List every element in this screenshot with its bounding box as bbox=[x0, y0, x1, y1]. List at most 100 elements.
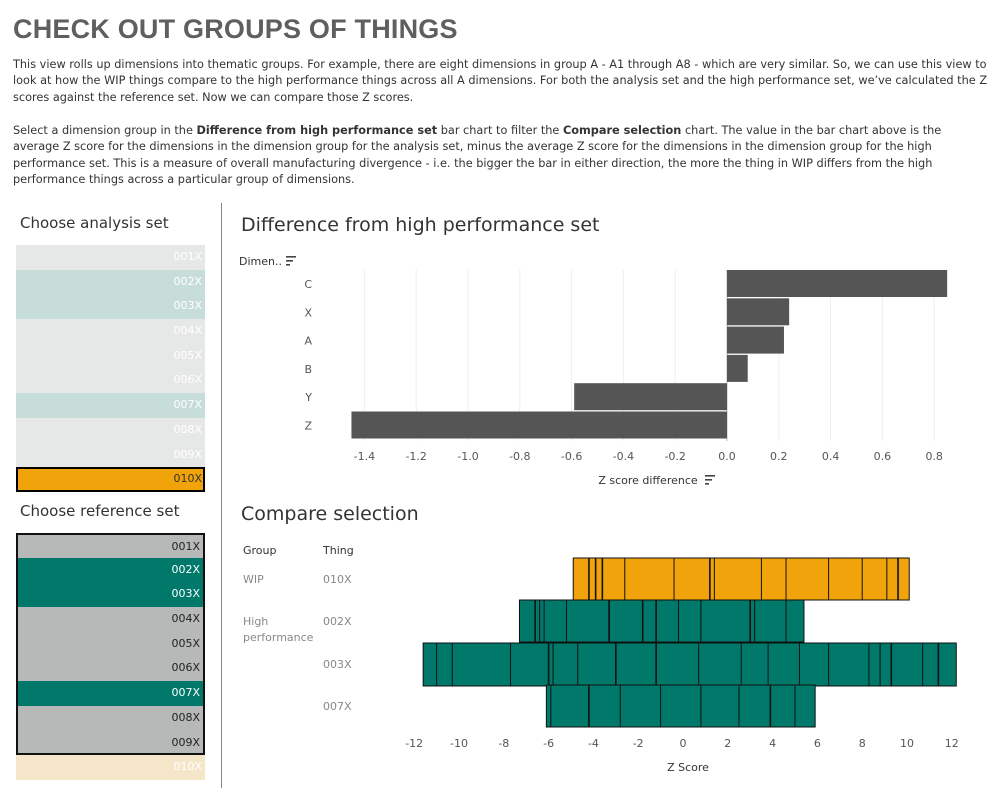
x-tick-label: 10 bbox=[900, 737, 914, 750]
thing-label: 002X bbox=[323, 615, 352, 628]
intro-paragraph-1: This view rolls up dimensions into thema… bbox=[13, 58, 988, 104]
x-tick-label: -2 bbox=[633, 737, 644, 750]
thing-column-header: Thing bbox=[322, 544, 354, 557]
category-label: A bbox=[304, 335, 312, 348]
bar-x[interactable] bbox=[727, 298, 790, 326]
x-tick-label: -10 bbox=[450, 737, 468, 750]
bar-segment[interactable] bbox=[572, 557, 910, 601]
bar-c[interactable] bbox=[727, 270, 948, 297]
group-label: performance bbox=[243, 631, 314, 644]
reference-set-item-label: 009X bbox=[171, 735, 200, 749]
analysis-set-item-label: 004X bbox=[173, 324, 202, 338]
reference-set-item-008x[interactable]: 008X bbox=[16, 705, 205, 731]
bar-row-010x[interactable] bbox=[572, 557, 910, 601]
x-tick-label: -0.4 bbox=[613, 450, 634, 463]
x-tick-label: 8 bbox=[859, 737, 866, 750]
difference-bar-chart[interactable]: Dimen.. C X A B Y Z -1.4 -1.2 -1.0 -0.8 -0.6 -0.4 -… bbox=[230, 245, 990, 495]
bar-row-007x[interactable] bbox=[545, 684, 816, 728]
category-label: Y bbox=[304, 391, 312, 404]
bar-segment[interactable] bbox=[518, 599, 805, 643]
analysis-set-item-004x[interactable]: 004X bbox=[16, 319, 205, 344]
bar-y[interactable] bbox=[574, 383, 727, 411]
analysis-set-item-label: 005X bbox=[173, 348, 202, 362]
reference-set-item-label: 001X bbox=[171, 540, 200, 553]
page-title: CHECK OUT GROUPS OF THINGS bbox=[13, 14, 458, 44]
x-tick-label: 4 bbox=[769, 737, 776, 750]
intro-text: bar chart to filter the bbox=[437, 124, 563, 137]
intro-text: chart. The value in the bar chart above … bbox=[13, 124, 942, 187]
bar-a[interactable] bbox=[727, 326, 784, 354]
category-label: Z bbox=[304, 420, 312, 433]
x-tick-label: -0.6 bbox=[561, 450, 582, 463]
compare-chart-title: Compare selection bbox=[241, 503, 419, 525]
reference-set-item-label: 003X bbox=[171, 587, 200, 601]
category-label: C bbox=[304, 278, 312, 291]
intro-bold-compare: Compare selection bbox=[562, 124, 682, 137]
group-column-header: Group bbox=[243, 544, 277, 557]
x-tick-label: -1.4 bbox=[354, 450, 375, 463]
reference-set-item-001x[interactable]: 001X bbox=[16, 533, 205, 558]
reference-set-item-004x[interactable]: 004X bbox=[16, 607, 205, 632]
difference-chart-title: Difference from high performance set bbox=[241, 214, 600, 236]
x-tick-label: 0.4 bbox=[822, 450, 840, 463]
bar-z[interactable] bbox=[351, 411, 727, 439]
analysis-set-item-label: 008X bbox=[173, 422, 202, 436]
analysis-set-item-001x[interactable]: 001X bbox=[16, 245, 205, 270]
x-tick-label: 2 bbox=[724, 737, 731, 750]
reference-set-item-label: 007X bbox=[171, 686, 200, 700]
bar-row-003x[interactable] bbox=[422, 642, 957, 687]
intro-text: Select a dimension group in the bbox=[13, 124, 197, 137]
intro-bold-bar-chart: Difference from high performance set bbox=[196, 124, 438, 137]
bar-segment[interactable] bbox=[545, 684, 816, 728]
group-label: High bbox=[243, 615, 268, 628]
reference-set-item-005x[interactable]: 005X bbox=[16, 631, 205, 657]
reference-set-item-010x[interactable]: 010X bbox=[16, 755, 205, 780]
analysis-set-item-005x[interactable]: 005X bbox=[16, 343, 205, 369]
analysis-set-item-010x[interactable]: 010X bbox=[16, 467, 205, 492]
x-tick-label: -0.8 bbox=[509, 450, 530, 463]
x-tick-label: 0 bbox=[680, 737, 687, 750]
analysis-set-item-label: 003X bbox=[173, 299, 202, 313]
intro-paragraph-2: Select a dimension group in the Differen… bbox=[13, 123, 988, 189]
thing-label: 007X bbox=[323, 700, 352, 713]
reference-set-item-label: 008X bbox=[171, 710, 200, 724]
bar-b[interactable] bbox=[727, 354, 748, 382]
x-axis-label: Z score difference bbox=[598, 474, 698, 487]
x-axis-label: Z Score bbox=[667, 761, 709, 774]
reference-set-item-003x[interactable]: 003X bbox=[16, 582, 205, 608]
panel-divider bbox=[221, 203, 222, 788]
thing-label: 010X bbox=[323, 573, 352, 586]
x-tick-label: -1.0 bbox=[457, 450, 478, 463]
reference-set-item-label: 004X bbox=[171, 612, 200, 626]
x-tick-label: 12 bbox=[945, 737, 959, 750]
reference-set-item-009x[interactable]: 009X bbox=[16, 730, 205, 756]
analysis-set-item-002x[interactable]: 002X bbox=[16, 269, 205, 295]
reference-set-item-002x[interactable]: 002X bbox=[16, 557, 205, 583]
reference-set-list: 001X 002X 003X 004X 005X 006X 007X 008X 009X 010X bbox=[16, 533, 205, 782]
x-tick-label: -12 bbox=[405, 737, 423, 750]
x-tick-label: 0.0 bbox=[718, 450, 736, 463]
sort-icon[interactable] bbox=[705, 475, 715, 485]
dimension-axis-label: Dimen.. bbox=[239, 255, 282, 268]
x-tick-label: -6 bbox=[543, 737, 554, 750]
analysis-set-item-label: 002X bbox=[173, 274, 202, 288]
x-tick-label: 0.8 bbox=[925, 450, 943, 463]
bar-row-002x[interactable] bbox=[518, 599, 805, 643]
x-tick-label: -0.2 bbox=[664, 450, 685, 463]
analysis-set-item-009x[interactable]: 009X bbox=[16, 442, 205, 468]
sort-icon[interactable] bbox=[286, 256, 296, 266]
analysis-set-item-007x[interactable]: 007X bbox=[16, 393, 205, 418]
analysis-set-item-008x[interactable]: 008X bbox=[16, 417, 205, 443]
analysis-set-title: Choose analysis set bbox=[20, 214, 169, 232]
analysis-set-item-006x[interactable]: 006X bbox=[16, 368, 205, 394]
reference-set-title: Choose reference set bbox=[20, 502, 180, 520]
reference-set-item-006x[interactable]: 006X bbox=[16, 656, 205, 682]
category-label: B bbox=[304, 363, 312, 376]
reference-set-item-label: 002X bbox=[171, 562, 200, 576]
reference-set-item-007x[interactable]: 007X bbox=[16, 681, 205, 706]
compare-selection-chart[interactable]: Group Thing 010XWIP002XHighperformance00… bbox=[230, 535, 990, 785]
bar-segment[interactable] bbox=[422, 642, 957, 687]
x-tick-label: 0.2 bbox=[770, 450, 788, 463]
group-label: WIP bbox=[243, 573, 264, 586]
analysis-set-item-003x[interactable]: 003X bbox=[16, 294, 205, 320]
